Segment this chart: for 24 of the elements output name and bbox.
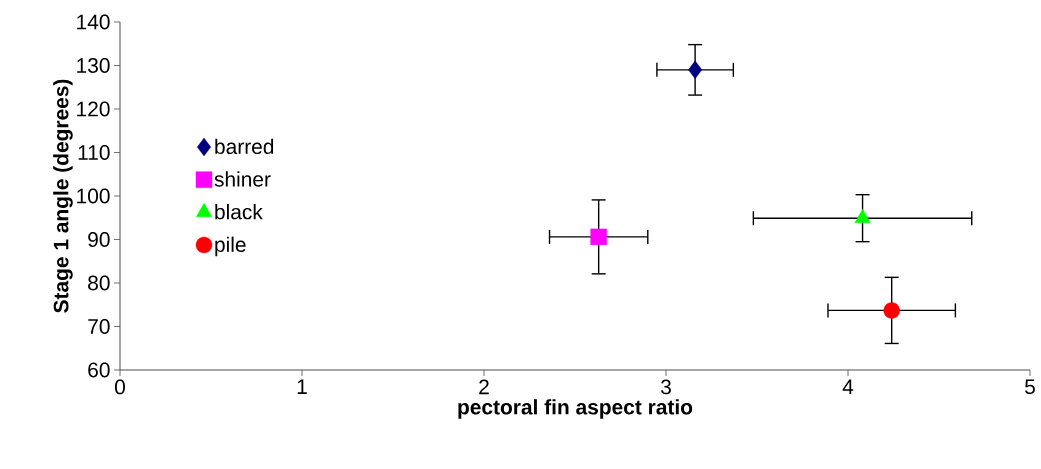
x-tick-label: 5 (1025, 379, 1035, 395)
legend-label: shiner (214, 171, 271, 187)
point (688, 60, 703, 80)
y-tick-label: 120 (77, 101, 110, 117)
legend-label: pile (215, 236, 246, 257)
point (590, 228, 607, 246)
point (883, 302, 900, 319)
x-tick-label: 0 (115, 379, 125, 395)
x-tick-label: 1 (297, 379, 307, 394)
y-tick-label: 140 (77, 14, 110, 30)
legend-label: black (215, 203, 263, 220)
y-tick-label: 80 (88, 275, 110, 291)
x-tick-label: 4 (842, 379, 854, 394)
x-axis-title: pectoral fin aspect ratio (458, 399, 693, 419)
y-axis-title: Stage 1 angle (degrees) (53, 79, 73, 313)
y-tick-label: 110 (78, 145, 110, 160)
y-tick-label: 70 (88, 319, 110, 334)
legend-label: barred (215, 138, 274, 155)
y-tick-label: 130 (77, 58, 110, 73)
x-tick-label: 2 (479, 379, 489, 395)
y-tick-label: 60 (88, 362, 110, 378)
y-tick-label: 90 (88, 232, 110, 247)
x-tick-label: 3 (660, 379, 671, 395)
y-tick-label: 100 (77, 188, 110, 204)
